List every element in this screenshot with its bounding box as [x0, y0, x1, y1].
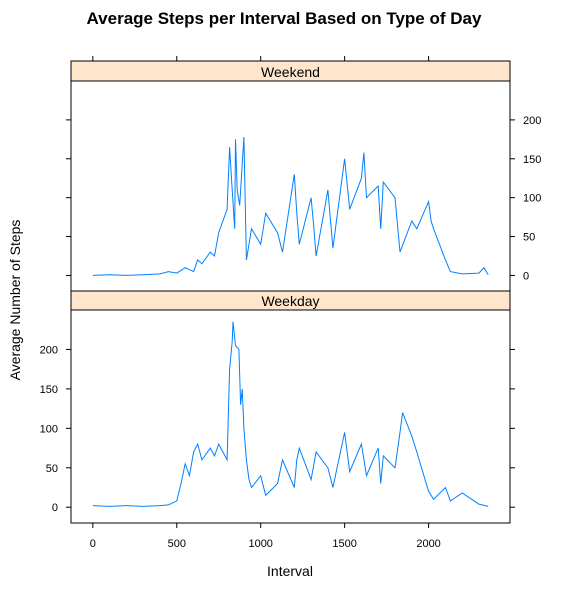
- x-axis-label: Interval: [267, 563, 313, 579]
- y-tick-label-weekend-200: 200: [523, 115, 541, 127]
- y-tick-label-weekday-50: 50: [46, 463, 58, 475]
- y-tick-label-weekend-100: 100: [523, 193, 541, 205]
- series-line-weekend: [92, 136, 489, 276]
- strip-label-weekend: Weekend: [261, 64, 320, 80]
- y-tick-label-weekday-0: 0: [52, 502, 58, 514]
- panel-weekday: Weekday: [70, 290, 511, 524]
- x-tick-label-0: 0: [90, 538, 96, 550]
- panel-frame-weekend: [70, 80, 511, 292]
- panel-weekend: Weekend: [70, 60, 511, 292]
- series-weekend: [92, 136, 489, 276]
- x-tick-label-1500: 1500: [332, 538, 356, 550]
- y-tick-label-weekend-150: 150: [523, 154, 541, 166]
- y-tick-label-weekend-50: 50: [523, 232, 535, 244]
- y-tick-label-weekday-150: 150: [40, 384, 58, 396]
- series-weekday: [92, 321, 489, 507]
- x-tick-label-2000: 2000: [416, 538, 440, 550]
- chart-title: Average Steps per Interval Based on Type…: [87, 9, 482, 28]
- y-tick-label-weekend-0: 0: [523, 270, 529, 282]
- y-tick-label-weekday-100: 100: [40, 423, 58, 435]
- y-axis-label: Average Number of Steps: [7, 220, 23, 381]
- x-tick-label-500: 500: [168, 538, 186, 550]
- strip-label-weekday: Weekday: [261, 293, 319, 309]
- x-tick-label-1000: 1000: [248, 538, 272, 550]
- series-line-weekday: [92, 321, 489, 507]
- panel-frame-weekday: [70, 309, 511, 524]
- y-tick-label-weekday-200: 200: [40, 344, 58, 356]
